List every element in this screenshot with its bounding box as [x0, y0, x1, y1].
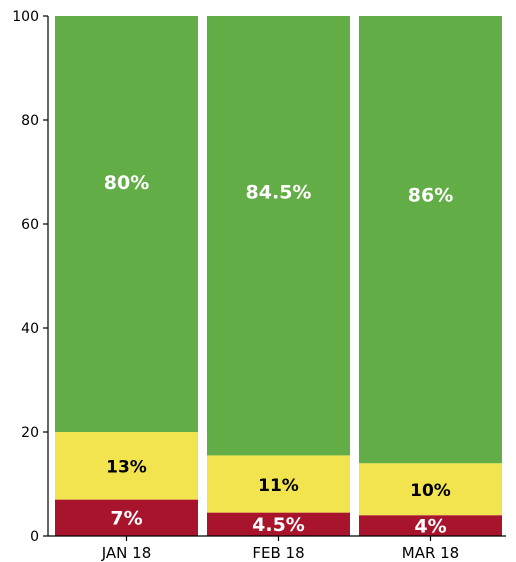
y-tick-label: 100: [12, 9, 39, 25]
bar-segment: [55, 499, 198, 536]
y-axis: 0 20 40 60 80 100: [12, 9, 49, 545]
y-tick-label: 60: [21, 217, 39, 233]
bar-segment: [55, 432, 198, 500]
y-tick-label: 80: [21, 113, 39, 129]
x-axis: JAN 18 FEB 18 MAR 18: [48, 535, 506, 562]
y-tick-label: 20: [21, 425, 39, 441]
bar-segment: [55, 16, 198, 432]
bar-group: 4.5% 11% 84.5%: [207, 16, 350, 536]
x-tick-label: FEB 18: [252, 544, 304, 562]
x-tick-label: JAN 18: [101, 544, 152, 562]
data-label: 11%: [258, 476, 299, 496]
data-label: 13%: [106, 458, 147, 478]
data-label: 10%: [410, 481, 451, 501]
data-label: 80%: [104, 172, 149, 194]
bar-segment: [207, 455, 350, 513]
bar-segment: [207, 16, 350, 456]
bar-group: 4% 10% 86%: [359, 16, 502, 537]
bar-segment: [359, 463, 502, 516]
data-label: 86%: [408, 185, 453, 207]
bar-group: 7% 13% 80%: [55, 16, 198, 536]
bar-segment: [359, 515, 502, 536]
y-tick-label: 40: [21, 321, 39, 337]
data-label: 84.5%: [246, 182, 312, 204]
data-label: 7%: [110, 508, 142, 530]
bar-groups: 7% 13% 80% 4.5% 11% 84.5% 4% 10% 86%: [55, 16, 502, 537]
data-label: 4%: [414, 515, 446, 537]
bar-segment: [359, 16, 502, 464]
data-label: 4.5%: [252, 514, 305, 536]
y-tick-label: 0: [30, 529, 39, 545]
x-tick-label: MAR 18: [402, 544, 459, 562]
bar-segment: [207, 512, 350, 536]
